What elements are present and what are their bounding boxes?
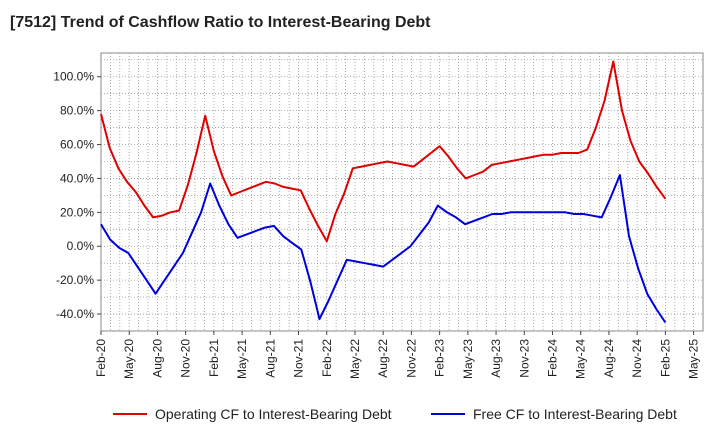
y-tick-label: 40.0% bbox=[60, 171, 94, 185]
x-tick-label: Feb-22 bbox=[320, 339, 334, 377]
x-tick-label: Feb-24 bbox=[546, 339, 560, 377]
y-tick-label: 100.0% bbox=[53, 70, 94, 84]
x-tick-label: May-24 bbox=[574, 339, 588, 379]
x-tick-label: Nov-20 bbox=[179, 339, 193, 378]
x-tick-label: Nov-22 bbox=[404, 339, 418, 378]
y-axis-ticks: -40.0% -20.0% 0.0% 20.0% 40.0% 60.0% 80.0% 100.… bbox=[53, 70, 101, 321]
x-tick-label: Aug-20 bbox=[150, 339, 164, 378]
y-tick-label: -40.0% bbox=[56, 307, 94, 321]
x-tick-label: May-22 bbox=[348, 339, 362, 379]
legend-label: Free CF to Interest-Bearing Debt bbox=[473, 406, 677, 422]
x-tick-label: Aug-23 bbox=[489, 339, 503, 378]
x-tick-label: May-23 bbox=[461, 339, 475, 379]
series-lines bbox=[100, 60, 667, 324]
series-line-1 bbox=[100, 174, 667, 324]
x-tick-label: Nov-24 bbox=[630, 339, 644, 378]
x-tick-label: May-25 bbox=[687, 339, 701, 379]
x-axis-ticks: Feb-20 May-20 Aug-20 Nov-20 Feb-21 May-21 Aug-… bbox=[94, 331, 701, 379]
x-tick-label: Aug-21 bbox=[263, 339, 277, 378]
x-tick-label: Feb-21 bbox=[207, 339, 221, 377]
series-line-0 bbox=[100, 60, 667, 243]
x-tick-label: May-20 bbox=[122, 339, 136, 379]
x-tick-label: Feb-23 bbox=[433, 339, 447, 377]
x-tick-label: Feb-20 bbox=[94, 339, 108, 377]
x-tick-label: May-21 bbox=[235, 339, 249, 379]
y-tick-label: -20.0% bbox=[56, 273, 94, 287]
x-tick-label: Feb-25 bbox=[658, 339, 672, 377]
y-tick-label: 80.0% bbox=[60, 104, 94, 118]
chart-title: [7512] Trend of Cashflow Ratio to Intere… bbox=[10, 14, 431, 31]
y-tick-label: 20.0% bbox=[60, 205, 94, 219]
x-tick-label: Nov-23 bbox=[517, 339, 531, 378]
x-tick-label: Aug-24 bbox=[602, 339, 616, 378]
y-tick-label: 60.0% bbox=[60, 138, 94, 152]
legend-label: Operating CF to Interest-Bearing Debt bbox=[155, 406, 392, 422]
x-tick-label: Nov-21 bbox=[292, 339, 306, 378]
y-tick-label: 0.0% bbox=[67, 239, 95, 253]
x-tick-label: Aug-22 bbox=[376, 339, 390, 378]
legend: Operating CF to Interest-Bearing Debt Fre… bbox=[113, 406, 677, 422]
